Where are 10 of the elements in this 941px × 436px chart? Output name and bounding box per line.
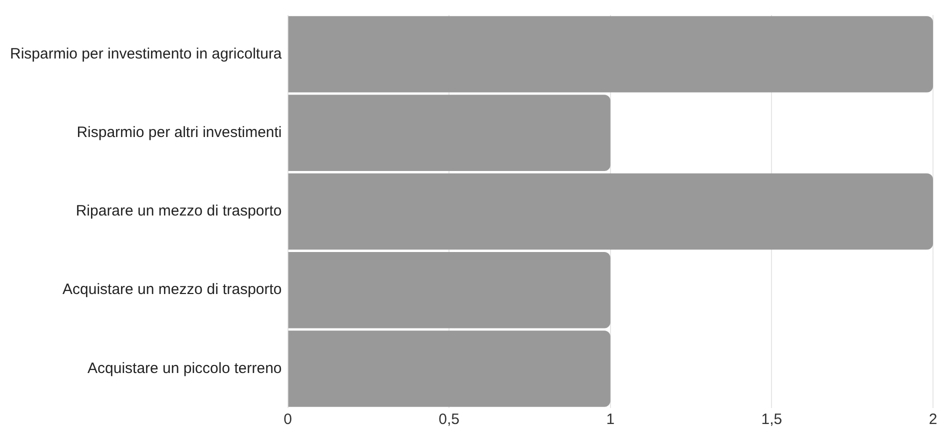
x-tick-label: 0 xyxy=(284,411,292,428)
y-tick-label: Risparmio per investimento in agricoltura xyxy=(10,45,282,62)
y-tick-label: Acquistare un piccolo terreno xyxy=(88,360,282,377)
x-tick-label: 1,5 xyxy=(761,411,782,428)
x-tick-label: 0,5 xyxy=(438,411,460,428)
y-tick-label: Risparmio per altri investimenti xyxy=(76,124,282,142)
y-tick-label: Acquistare un mezzo di trasporto xyxy=(62,281,282,298)
x-tick-label: 1 xyxy=(606,411,615,428)
y-tick-label: Riparare un mezzo di trasporto xyxy=(76,202,282,220)
x-tick-label: 2 xyxy=(928,411,938,428)
